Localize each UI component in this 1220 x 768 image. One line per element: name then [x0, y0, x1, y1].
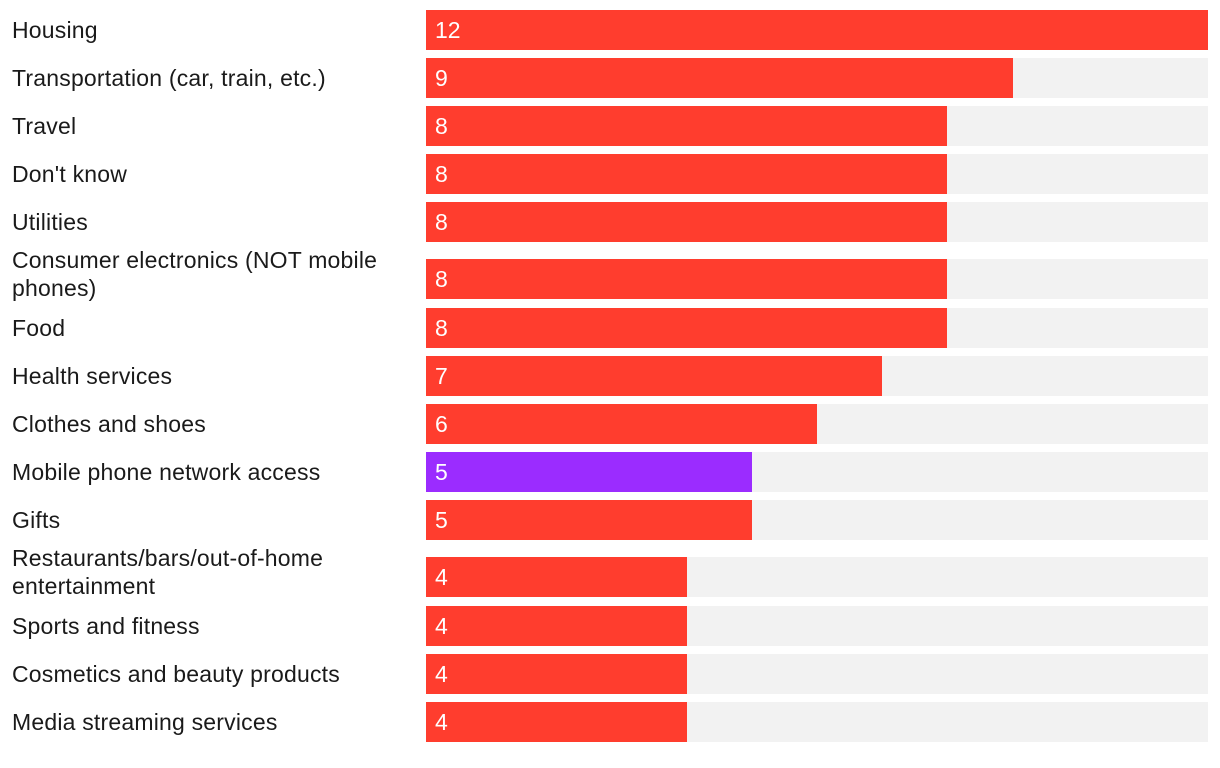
- bar-row: Travel 8: [0, 106, 1220, 154]
- bar-row: Cosmetics and beauty products 4: [0, 654, 1220, 702]
- bar-row: Restaurants/bars/out-of-home entertainme…: [0, 545, 1220, 606]
- value-label: 12: [435, 17, 461, 43]
- category-label: Travel: [12, 113, 77, 139]
- value-label: 8: [435, 113, 448, 139]
- bar: 5: [426, 500, 752, 540]
- bar-row: Food 8: [0, 308, 1220, 356]
- category-label: Health services: [12, 363, 173, 389]
- category-label: Cosmetics and beauty products: [12, 661, 340, 687]
- category-label: Sports and fitness: [12, 613, 200, 639]
- bar: 8: [426, 259, 947, 299]
- bar: 4: [426, 654, 687, 694]
- category-label: Restaurants/bars/out-of-home entertainme…: [12, 545, 324, 599]
- bar-row: Mobile phone network access 5: [0, 452, 1220, 500]
- bar: 8: [426, 106, 947, 146]
- bar-row: Health services 7: [0, 356, 1220, 404]
- value-label: 4: [435, 564, 448, 590]
- bar-track: 4: [426, 654, 1208, 694]
- bar-track: 4: [426, 606, 1208, 646]
- category-label: Don't know: [12, 161, 128, 187]
- category-label: Utilities: [12, 209, 88, 235]
- bar: 6: [426, 404, 817, 444]
- bar-track: 5: [426, 452, 1208, 492]
- bar: 8: [426, 154, 947, 194]
- value-label: 7: [435, 363, 448, 389]
- category-label: Media streaming services: [12, 709, 278, 735]
- bar-track: 5: [426, 500, 1208, 540]
- value-label: 4: [435, 661, 448, 687]
- bar: 9: [426, 58, 1013, 98]
- value-label: 9: [435, 65, 448, 91]
- bar: 8: [426, 308, 947, 348]
- bar-row: Sports and fitness 4: [0, 606, 1220, 654]
- category-label: Mobile phone network access: [12, 459, 321, 485]
- bar-track: 8: [426, 259, 1208, 299]
- bar-row: Media streaming services 4: [0, 702, 1220, 750]
- value-label: 8: [435, 315, 448, 341]
- bar-row: Don't know 8: [0, 154, 1220, 202]
- bar-track: 8: [426, 308, 1208, 348]
- value-label: 4: [435, 613, 448, 639]
- bar: 12: [426, 10, 1208, 50]
- bar: 4: [426, 702, 687, 742]
- value-label: 5: [435, 459, 448, 485]
- bar: 7: [426, 356, 882, 396]
- value-label: 6: [435, 411, 448, 437]
- bar: 5: [426, 452, 752, 492]
- bar: 8: [426, 202, 947, 242]
- bar-track: 4: [426, 557, 1208, 597]
- category-label: Clothes and shoes: [12, 411, 206, 437]
- bar-row: Transportation (car, train, etc.) 9: [0, 58, 1220, 106]
- bar-track: 6: [426, 404, 1208, 444]
- bar: 4: [426, 606, 687, 646]
- value-label: 8: [435, 209, 448, 235]
- value-label: 4: [435, 709, 448, 735]
- bar-track: 7: [426, 356, 1208, 396]
- bar-row: Consumer electronics (NOT mobile phones)…: [0, 247, 1220, 308]
- bar-track: 8: [426, 154, 1208, 194]
- value-label: 5: [435, 507, 448, 533]
- bar-track: 8: [426, 106, 1208, 146]
- value-label: 8: [435, 161, 448, 187]
- bar-row: Utilities 8: [0, 202, 1220, 250]
- category-label: Transportation (car, train, etc.): [12, 65, 326, 91]
- category-label: Gifts: [12, 507, 61, 533]
- category-label: Food: [12, 315, 66, 341]
- bar-row: Housing 12: [0, 10, 1220, 58]
- bar: 4: [426, 557, 687, 597]
- bar-row: Gifts 5: [0, 500, 1220, 548]
- bar-track: 9: [426, 58, 1208, 98]
- value-label: 8: [435, 266, 448, 292]
- bar-track: 12: [426, 10, 1208, 50]
- bar-track: 8: [426, 202, 1208, 242]
- bar-track: 4: [426, 702, 1208, 742]
- category-label: Consumer electronics (NOT mobile phones): [12, 247, 378, 301]
- category-label: Housing: [12, 17, 98, 43]
- bar-row: Clothes and shoes 6: [0, 404, 1220, 452]
